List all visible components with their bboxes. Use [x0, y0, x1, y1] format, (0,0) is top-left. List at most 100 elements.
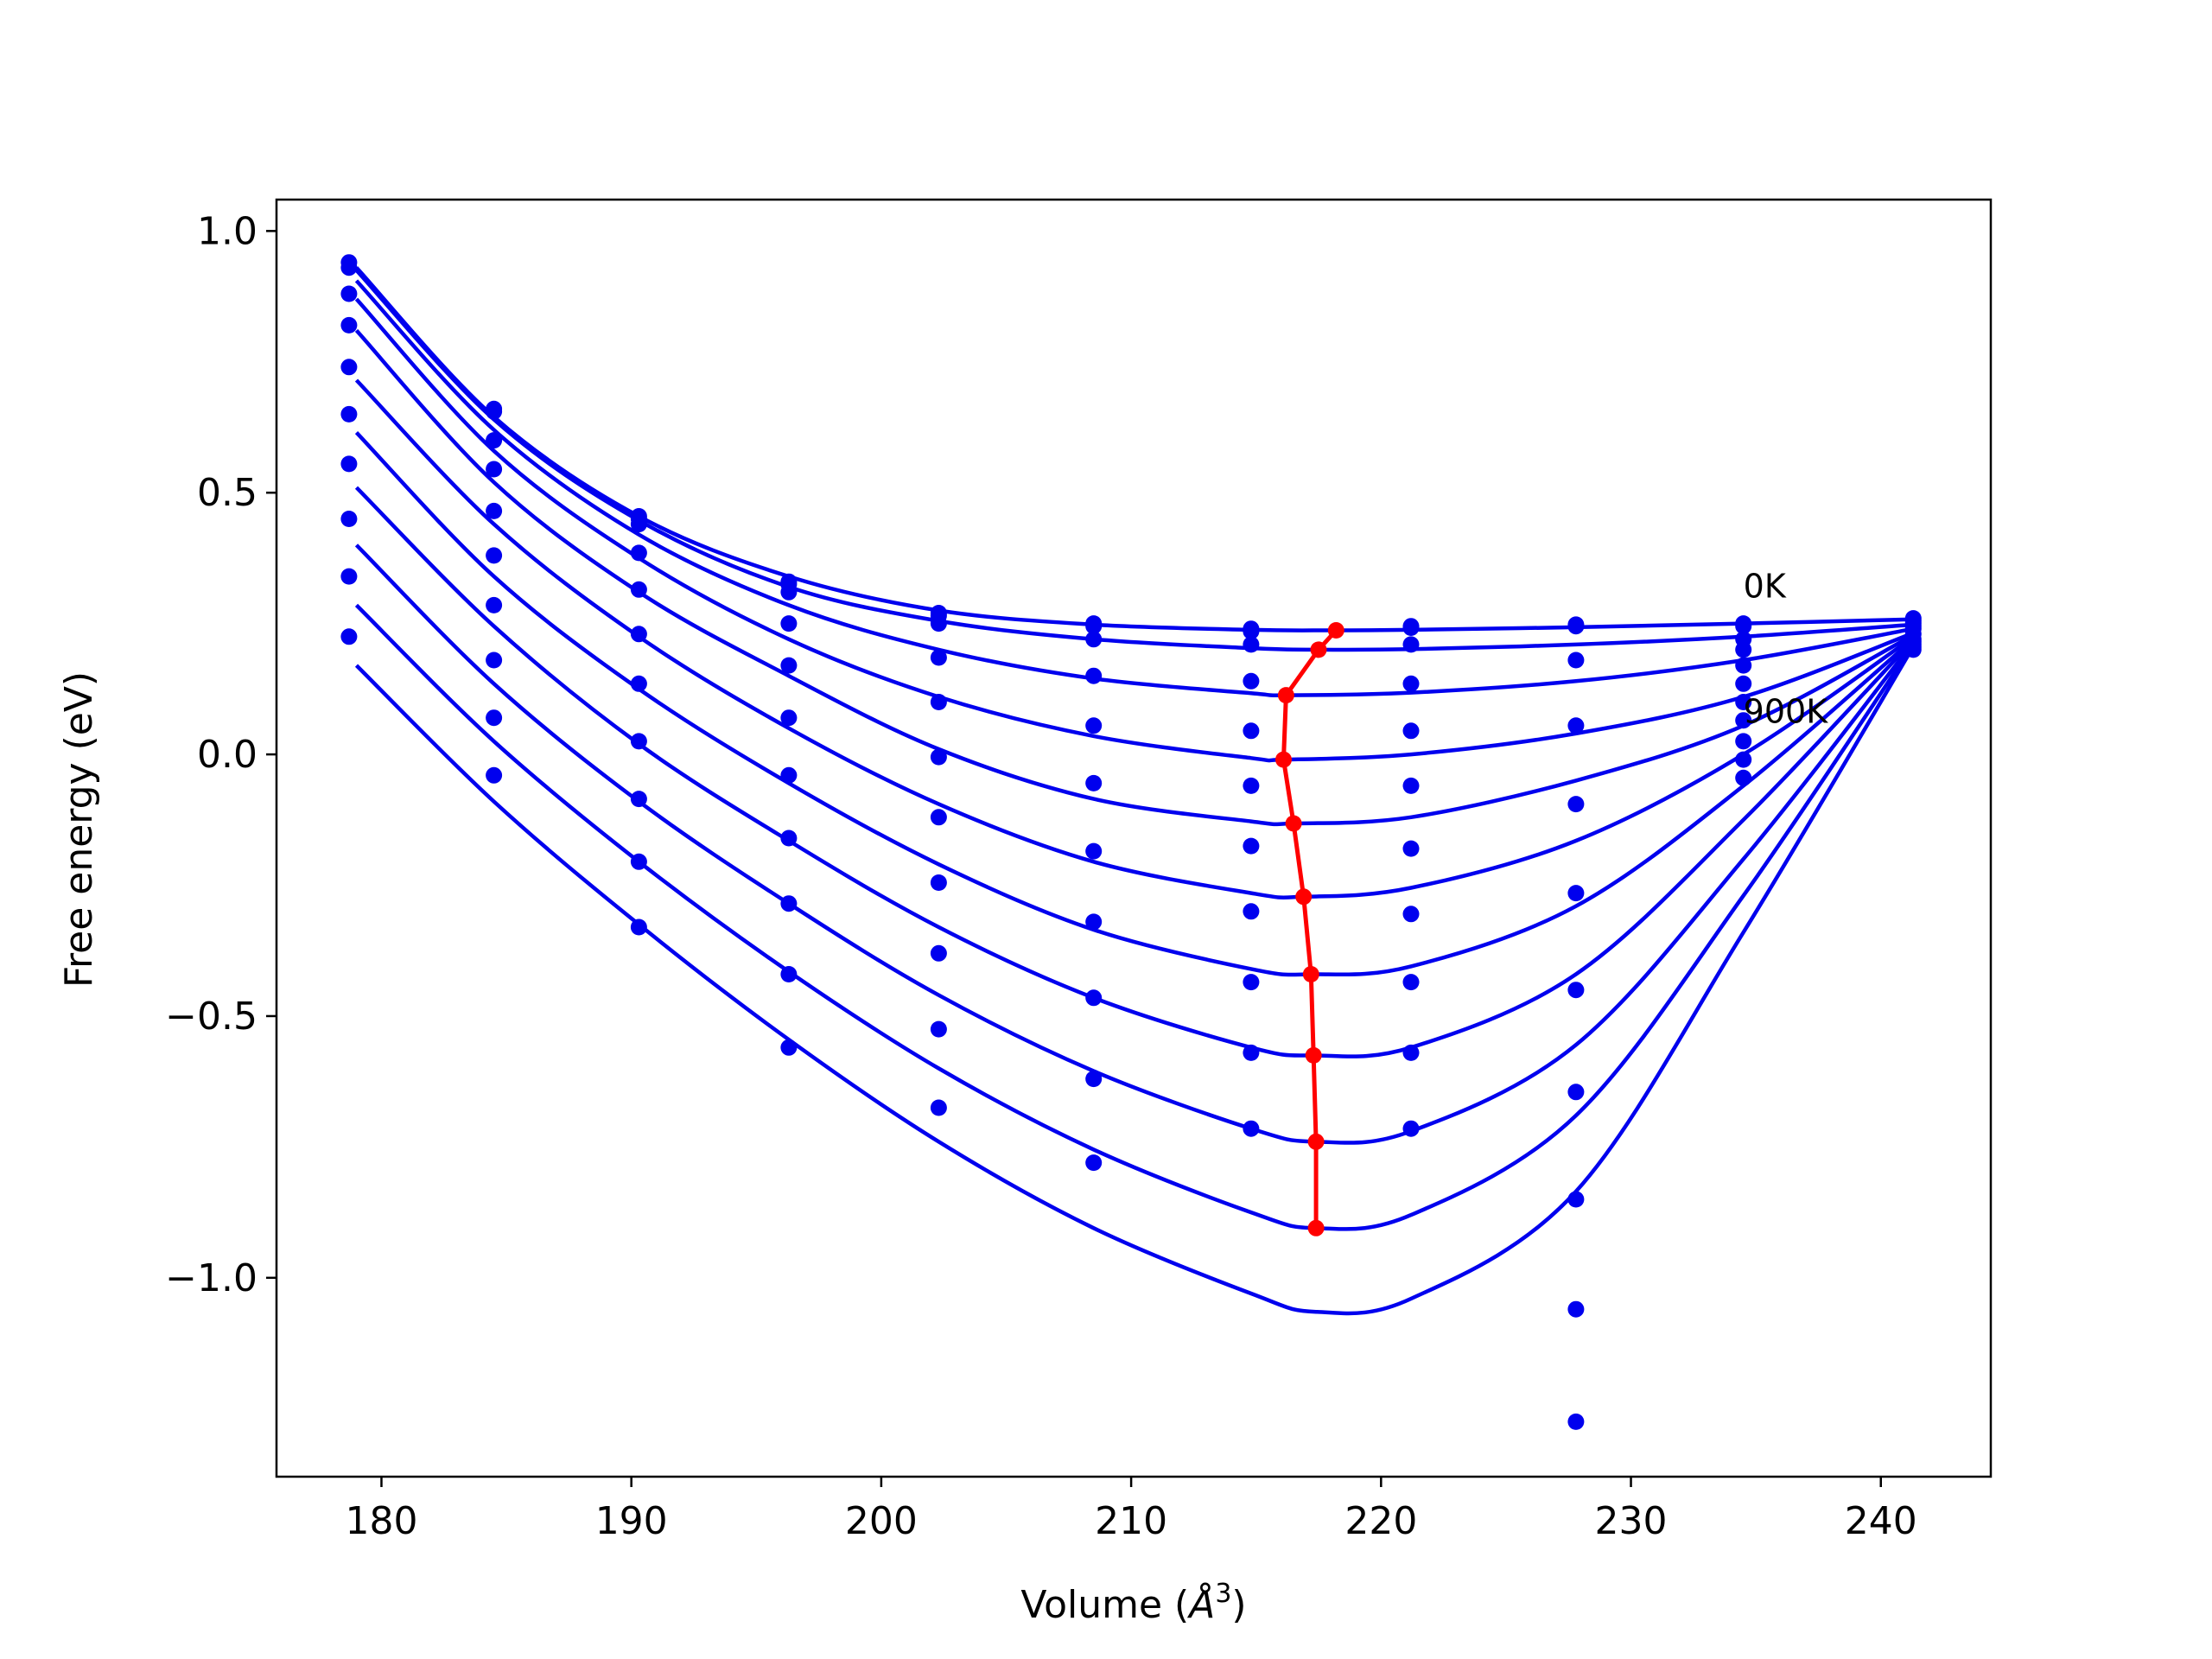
data-point-9-5 [1085, 1071, 1103, 1088]
data-point-5-6 [1243, 777, 1260, 794]
x-axis-label-symbol: Å [1186, 1581, 1215, 1627]
minimum-point-2 [1277, 687, 1294, 704]
data-point-2-6 [1243, 636, 1260, 653]
data-point-4-0 [340, 359, 358, 376]
data-point-8-9 [1735, 733, 1752, 750]
data-point-7-2 [630, 733, 647, 750]
data-point-2-1 [486, 432, 503, 449]
minimum-point-5 [1295, 888, 1313, 906]
minimum-path-line [1281, 628, 1338, 1229]
data-point-5-9 [1735, 675, 1752, 692]
data-point-3-1 [486, 461, 503, 478]
data-point-1-7 [1402, 620, 1420, 636]
data-point-7-7 [1402, 906, 1420, 923]
data-point-4-5 [1085, 717, 1103, 734]
y-tick-label-1: 0.5 [197, 471, 257, 515]
data-point-7-1 [486, 652, 503, 669]
data-point-5-7 [1402, 777, 1420, 794]
data-point-1-5 [1085, 618, 1103, 635]
data-point-9-3 [780, 966, 798, 982]
data-point-6-4 [930, 809, 947, 826]
data-point-8-1 [486, 709, 503, 727]
data-point-9-7 [1402, 1044, 1420, 1061]
data-point-10-2 [630, 918, 647, 936]
data-point-3-3 [780, 615, 798, 632]
data-point-9-4 [930, 1020, 947, 1038]
fit-curve-4 [354, 328, 1915, 827]
data-point-5-5 [1085, 774, 1103, 791]
fit-curve-9 [354, 603, 1916, 1231]
data-point-2-7 [1402, 636, 1420, 653]
data-point-7-3 [780, 830, 798, 847]
data-point-10-5 [1085, 1154, 1103, 1172]
y-tick-label-0: 1.0 [197, 209, 257, 253]
data-point-9-0 [340, 628, 358, 645]
data-point-9-8 [1567, 1300, 1585, 1318]
data-point-8-2 [630, 791, 647, 808]
data-point-9-9 [1735, 751, 1752, 768]
fit-curve-6 [354, 431, 1915, 977]
x-tick-label-2: 200 [845, 1499, 918, 1543]
data-point-2-5 [1085, 631, 1103, 648]
data-point-4-6 [1243, 722, 1260, 740]
data-point-2-3 [780, 583, 798, 601]
y-tick-label-4: −1.0 [165, 1256, 257, 1300]
data-point-1-1 [486, 403, 503, 420]
data-point-8-4 [930, 944, 947, 962]
data-point-3-0 [340, 316, 358, 334]
fit-curve-3 [354, 297, 1915, 763]
data-point-5-3 [780, 709, 798, 727]
data-point-8-3 [780, 895, 798, 912]
minimum-point-8 [1307, 1133, 1325, 1150]
data-point-3-9 [1735, 641, 1752, 658]
data-point-10-3 [780, 1039, 798, 1056]
data-point-2-8 [1567, 652, 1585, 669]
data-point-1-0 [340, 259, 358, 276]
data-point-5-4 [930, 748, 947, 766]
data-point-10-8 [1567, 1413, 1585, 1430]
x-axis-label-exponent: 3 [1215, 1579, 1231, 1609]
y-axis-ticks: 1.0 0.5 0.0 −0.5 −1.0 [165, 209, 276, 1300]
data-point-8-8 [1567, 1191, 1585, 1208]
data-point-8-6 [1243, 974, 1260, 991]
data-point-3-6 [1243, 672, 1260, 690]
y-tick-label-3: −0.5 [165, 995, 257, 1039]
data-point-6-8 [1567, 982, 1585, 999]
data-point-10-4 [930, 1099, 947, 1116]
minimum-point-1 [1310, 641, 1327, 658]
data-point-3-5 [1085, 667, 1103, 684]
x-axis-label-close: ) [1231, 1583, 1246, 1627]
fit-curve-5 [354, 378, 1915, 900]
fit-curve-10 [354, 645, 1916, 1316]
data-point-8-5 [1085, 989, 1103, 1007]
data-point-4-3 [780, 657, 798, 674]
x-tick-label-6: 240 [1845, 1499, 1917, 1543]
data-point-4-8 [1567, 796, 1585, 813]
data-point-4-4 [930, 694, 947, 710]
data-point-7-6 [1243, 903, 1260, 920]
data-point-2-2 [630, 516, 647, 533]
x-tick-label-1: 190 [595, 1499, 668, 1543]
data-point-3-4 [930, 649, 947, 666]
data-point-6-0 [340, 455, 358, 473]
y-axis-label: Free energy (eV) [57, 671, 101, 988]
annotation-label-0: 0K [1744, 567, 1787, 605]
data-point-8-7 [1402, 974, 1420, 991]
data-point-6-1 [486, 596, 503, 613]
data-point-5-0 [340, 405, 358, 423]
fit-curve-8 [354, 543, 1916, 1145]
x-axis-label: Volume (Å3) [1020, 1579, 1246, 1627]
data-point-7-8 [1567, 1084, 1585, 1101]
data-point-3-8 [1567, 717, 1585, 734]
data-point-4-7 [1402, 722, 1420, 740]
data-point-9-1 [486, 766, 503, 784]
plot-content [340, 254, 1922, 1430]
data-point-9-6 [1243, 1044, 1260, 1061]
y-tick-label-2: 0.0 [197, 733, 257, 777]
data-point-5-2 [630, 626, 647, 643]
data-point-10-10 [1904, 641, 1922, 658]
data-point-3-2 [630, 544, 647, 562]
fit-curve-2 [354, 279, 1914, 697]
data-point-4-2 [630, 581, 647, 598]
x-tick-label-3: 210 [1095, 1499, 1167, 1543]
